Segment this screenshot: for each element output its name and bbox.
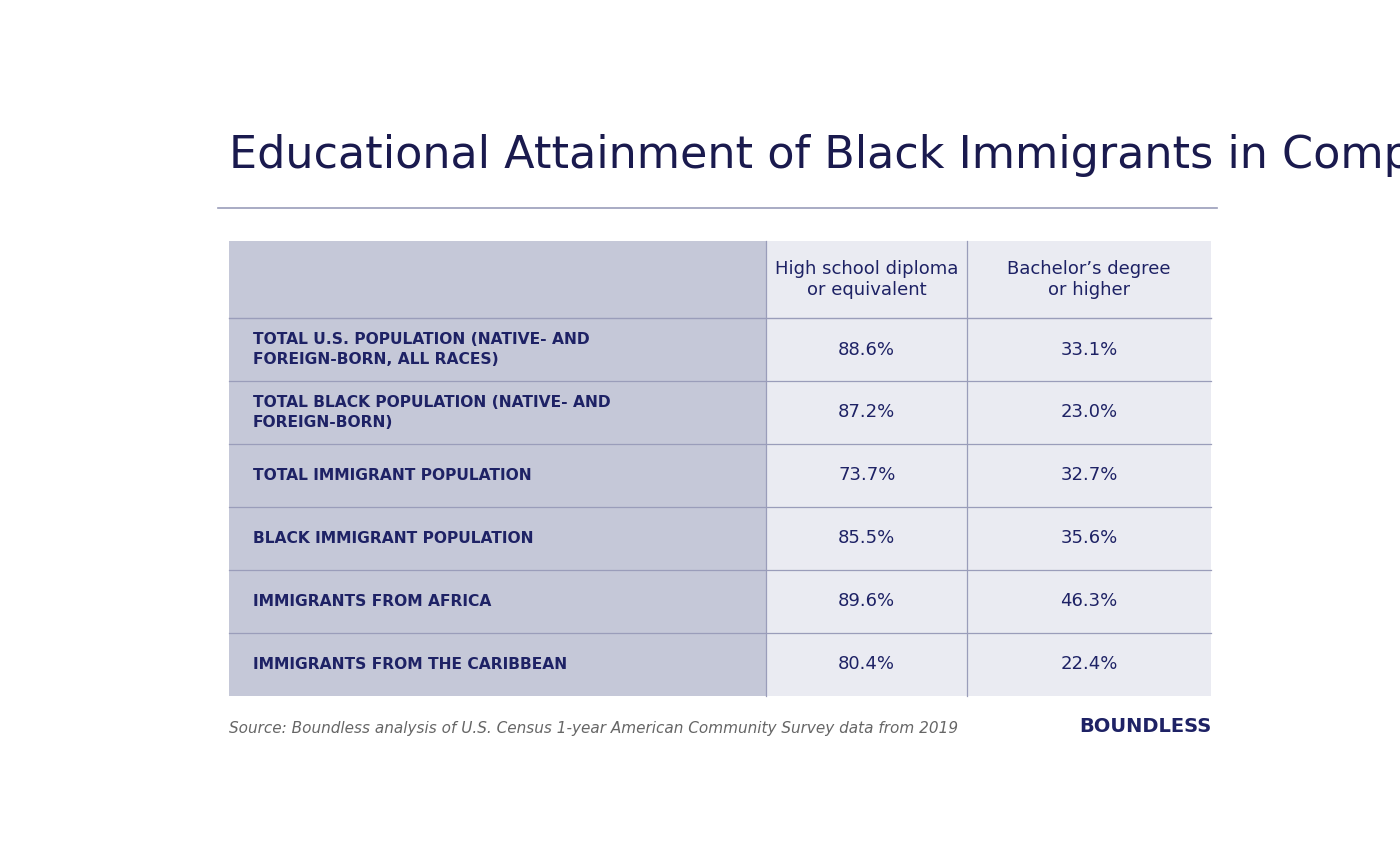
FancyBboxPatch shape (230, 241, 766, 695)
Text: Bachelor’s degree
or higher: Bachelor’s degree or higher (1008, 260, 1170, 299)
FancyBboxPatch shape (766, 241, 1211, 695)
Text: TOTAL IMMIGRANT POPULATION: TOTAL IMMIGRANT POPULATION (253, 468, 532, 483)
Text: 89.6%: 89.6% (839, 592, 895, 610)
Text: 32.7%: 32.7% (1060, 466, 1117, 484)
Text: BLACK IMMIGRANT POPULATION: BLACK IMMIGRANT POPULATION (253, 531, 533, 546)
Text: High school diploma
or equivalent: High school diploma or equivalent (776, 260, 959, 299)
Text: 35.6%: 35.6% (1060, 529, 1117, 548)
Text: 22.4%: 22.4% (1060, 655, 1117, 674)
Text: 33.1%: 33.1% (1060, 340, 1117, 358)
Text: 80.4%: 80.4% (839, 655, 895, 674)
Text: 23.0%: 23.0% (1061, 404, 1117, 422)
Text: 87.2%: 87.2% (839, 404, 896, 422)
Text: Educational Attainment of Black Immigrants in Comparison: Educational Attainment of Black Immigran… (230, 135, 1400, 177)
Text: IMMIGRANTS FROM AFRICA: IMMIGRANTS FROM AFRICA (253, 594, 491, 608)
Text: IMMIGRANTS FROM THE CARIBBEAN: IMMIGRANTS FROM THE CARIBBEAN (253, 657, 567, 672)
Text: BOUNDLESS: BOUNDLESS (1079, 717, 1211, 736)
Text: TOTAL BLACK POPULATION (NATIVE- AND
FOREIGN-BORN): TOTAL BLACK POPULATION (NATIVE- AND FORE… (253, 395, 610, 431)
Text: TOTAL U.S. POPULATION (NATIVE- AND
FOREIGN-BORN, ALL RACES): TOTAL U.S. POPULATION (NATIVE- AND FOREI… (253, 332, 589, 367)
Text: 88.6%: 88.6% (839, 340, 895, 358)
Text: 46.3%: 46.3% (1060, 592, 1117, 610)
Text: Source: Boundless analysis of U.S. Census 1-year American Community Survey data : Source: Boundless analysis of U.S. Censu… (230, 720, 959, 736)
Text: 73.7%: 73.7% (839, 466, 896, 484)
Text: 85.5%: 85.5% (839, 529, 896, 548)
